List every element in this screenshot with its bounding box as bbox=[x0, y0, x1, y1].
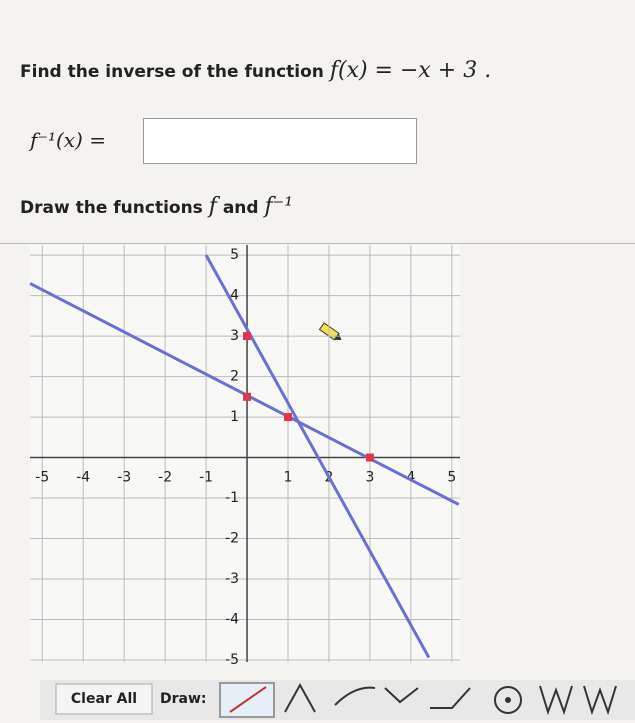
x-tick-label: -1 bbox=[199, 470, 213, 486]
draw-label: Draw: bbox=[160, 691, 207, 707]
clear-label: Clear All bbox=[71, 691, 137, 707]
y-tick-label: 3 bbox=[230, 328, 239, 344]
x-tick-label: 1 bbox=[284, 470, 293, 486]
point bbox=[243, 332, 252, 341]
point bbox=[284, 413, 292, 422]
prompt-and: and bbox=[222, 198, 259, 218]
draw-tools bbox=[219, 682, 617, 718]
answer-input[interactable] bbox=[143, 118, 417, 164]
tool-circle[interactable] bbox=[494, 686, 522, 714]
y-tick-label: -4 bbox=[225, 611, 239, 627]
y-tick-label: 1 bbox=[230, 409, 239, 425]
prompt-text: Draw the functions bbox=[20, 198, 203, 218]
y-tick-label: -2 bbox=[225, 531, 239, 547]
x-tick-label: 5 bbox=[447, 470, 456, 486]
y-tick-label: -5 bbox=[225, 652, 239, 668]
plot-area bbox=[30, 245, 460, 662]
draw-prompt: Draw the functions f and f⁻¹ bbox=[20, 194, 293, 219]
function: f(x) = −x + 3 . bbox=[329, 58, 492, 83]
point bbox=[365, 453, 374, 462]
function-line bbox=[204, 254, 431, 659]
tool-wave[interactable] bbox=[539, 685, 573, 716]
clear-button[interactable] bbox=[55, 683, 153, 715]
x-tick-label: -3 bbox=[117, 470, 131, 486]
finv-symbol: f⁻¹ bbox=[264, 194, 294, 219]
y-tick-label: -1 bbox=[225, 490, 239, 506]
y-tick-label: 5 bbox=[230, 247, 239, 263]
tool-v[interactable] bbox=[284, 682, 316, 713]
y-tick-label: -3 bbox=[225, 571, 239, 587]
x-tick-label: -4 bbox=[76, 470, 90, 486]
divider bbox=[0, 243, 635, 244]
x-tick-label: 4 bbox=[406, 470, 415, 486]
answer-label: f⁻¹(x) = bbox=[30, 128, 106, 152]
y-tick-label: 2 bbox=[230, 369, 239, 385]
question: Find the inverse of the function f(x) = … bbox=[20, 58, 491, 83]
tool-wave2[interactable] bbox=[583, 685, 617, 716]
tool-abs[interactable] bbox=[384, 687, 419, 704]
point bbox=[243, 392, 252, 401]
tool-sqrt[interactable] bbox=[430, 687, 471, 709]
x-tick-label: 3 bbox=[365, 470, 374, 486]
x-tick-label: -5 bbox=[35, 470, 49, 486]
y-tick-label: 4 bbox=[230, 288, 239, 304]
f-symbol: f bbox=[208, 194, 217, 219]
tool-curve[interactable] bbox=[334, 686, 376, 706]
question-text: Find the inverse of the function bbox=[20, 62, 324, 82]
x-tick-label: -2 bbox=[158, 470, 172, 486]
